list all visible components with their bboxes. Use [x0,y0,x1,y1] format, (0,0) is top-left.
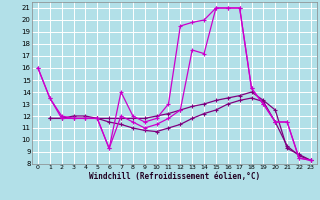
X-axis label: Windchill (Refroidissement éolien,°C): Windchill (Refroidissement éolien,°C) [89,172,260,181]
